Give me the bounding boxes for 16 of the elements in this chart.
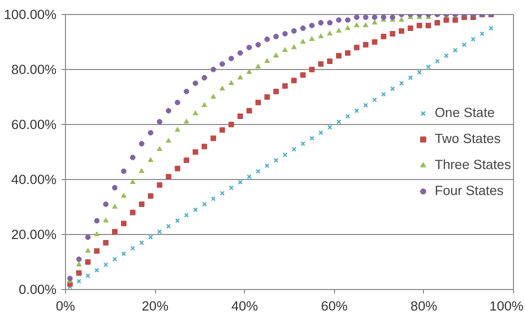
y-tick-label: 80.00% xyxy=(11,62,57,77)
legend-label: Two States xyxy=(434,131,501,146)
y-tick-label: 100.00% xyxy=(4,7,57,22)
x-tick-label: 80% xyxy=(410,298,438,314)
x-tick-label: 100% xyxy=(489,298,524,314)
legend-label: One State xyxy=(434,105,495,120)
x-tick-label: 0% xyxy=(56,298,76,314)
y-tick-label: 60.00% xyxy=(11,117,57,132)
legend-label: Four States xyxy=(434,183,504,198)
x-tick-label: 20% xyxy=(142,298,169,314)
y-tick-label: 0.00% xyxy=(18,282,57,297)
x-tick-label: 40% xyxy=(231,298,258,314)
legend-label: Three States xyxy=(434,157,511,172)
y-tick-label: 20.00% xyxy=(11,227,57,242)
x-tick-label: 60% xyxy=(320,298,348,314)
y-tick-label: 40.00% xyxy=(11,172,57,187)
